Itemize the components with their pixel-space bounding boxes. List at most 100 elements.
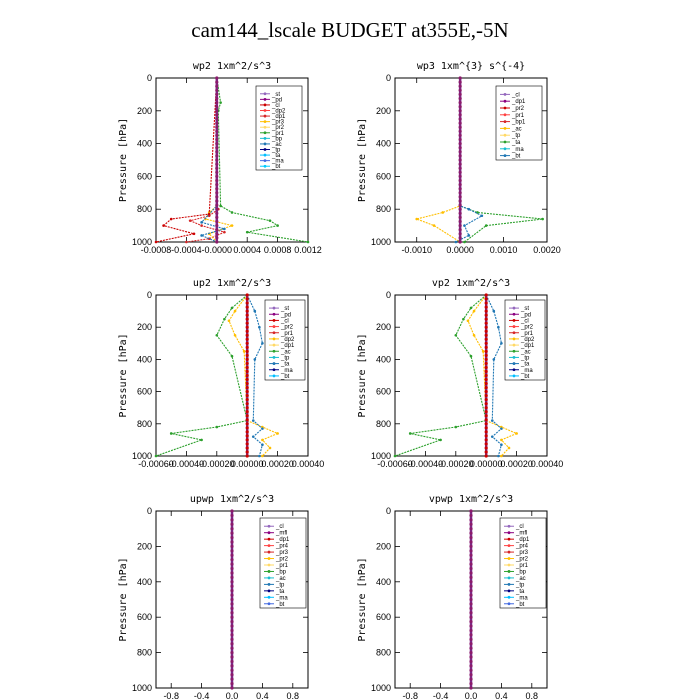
panel-4-point [469,354,473,358]
panel-1-point [207,212,211,216]
panel-2-zero-marker [458,150,462,154]
panel-3-zero-marker [245,422,249,426]
panel-1-xtick-label: 0.0008 [264,245,292,255]
panel-2-zero-marker [458,88,462,92]
panel-6-zero-marker [469,535,473,540]
panel-2-ytick-label: 1000 [371,237,391,247]
panel-2-zero-marker [458,105,462,109]
panel-4-xtick-label: 0.00020 [500,459,533,469]
panel-3-zero-marker [245,414,249,418]
panel-6-legend-label: _pr3 [515,550,529,556]
panel-3-zero-marker [245,349,249,353]
panel-4-legend-marker [512,356,516,359]
panel-6-ytick-label: 0 [386,506,391,516]
panel-4-point [500,427,503,430]
panel-3-point [215,333,219,337]
panel-2-title: wp3 1xm^{3} s^{-4} [417,61,525,72]
panel-6-legend-label: _dp1 [515,537,530,543]
panel-1-xtick-label: -0.0000 [202,245,233,255]
panel-1-legend-label: _ac [271,142,282,148]
panel-2-point [484,224,488,227]
panel-4-zero-marker [484,390,488,394]
panel-5-title: upwp 1xm^2/s^3 [190,494,274,505]
panel-5-zero-marker [230,544,234,549]
panel-6-zero-marker [469,602,473,606]
panel-1-xtick-label: 0.0004 [233,245,261,255]
panel-4-point [469,306,473,310]
panel-1-point [154,240,158,244]
panel-4-legend-marker [512,325,516,328]
panel-4-ytick-label: 0 [386,290,391,300]
panel-5-ylabel: Pressure [hPa] [118,557,129,641]
panel-6-zero-marker [469,518,473,522]
panel-4-zero-marker [484,454,488,458]
panel-1-point [192,232,196,236]
panel-1-point [200,224,203,227]
panel-6-legend-marker [507,589,511,593]
panel-1-zero-marker [215,96,219,101]
panel-1-zero-marker [215,228,219,232]
panel-2-zero-marker [458,232,462,236]
panel-1-point [169,217,173,221]
panel-6-zero-marker [469,558,473,562]
panel-6-zero-marker [469,549,473,553]
panel-2-legend-label: _cl [511,92,520,98]
panel-3-point [227,319,231,323]
panel-3-zero-marker [245,321,249,325]
panel-2-xtick-label: 0.0010 [490,245,518,255]
panel-3-zero-marker [245,333,249,337]
panel-4-legend-marker [512,319,516,322]
panel-3-zero-marker [245,430,249,434]
panel-2-legend-label: _pr1 [511,113,525,119]
panel-1-legend-label: _pr1 [271,131,285,137]
panel-1-xtick-label: 0.0012 [294,245,322,255]
panel-2-legend-marker [503,93,507,96]
panel-2-zero-marker [458,125,462,129]
panel-6-zero-marker [469,527,473,531]
panel-3-point [261,454,264,458]
panel-6-xtick-label: -0.8 [402,691,418,700]
panel-2-legend-label: _pr2 [511,106,525,112]
panel-3-zero-marker [245,394,249,398]
panel-1-zero-marker [215,219,219,224]
panel-3-legend-label: _ac [280,349,291,355]
panel-6-legend-label: _ac [515,576,526,582]
panel-1-point [230,211,234,214]
panel-3-zero-marker [245,361,249,366]
panel-4-point [490,419,494,422]
panel-3-legend-marker [272,362,276,365]
panel-1-point [268,219,272,222]
panel-4-point [500,342,503,345]
panel-6-zero-marker [469,606,473,610]
panel-4-title: vp2 1xm^2/s^3 [432,278,510,289]
panel-3-point [230,306,234,310]
panel-5-legend-label: _dp1 [275,537,290,543]
panel-2-zero-marker [458,236,462,240]
panel-3-legend-marker [272,374,276,378]
panel-1-zero-marker [215,158,219,162]
panel-1-legend-label: _cl [271,103,280,109]
panel-5-xtick-label: 0.4 [256,691,269,700]
panel-3-xtick-label: -0.00040 [169,459,205,469]
panel-6-legend-label: _pr2 [515,557,529,563]
panel-4-zero-marker [484,426,488,430]
panel-4-zero-marker [484,398,488,402]
panel-5-zero-marker [230,615,234,619]
panel-3-zero-marker [245,406,249,410]
panel-3-point [251,419,255,422]
panel-6-legend-marker [507,550,511,554]
panel-2-zero-marker [458,219,462,224]
panel-2-zero-marker [458,109,462,113]
panel-3-zero-marker [245,390,249,394]
panel-3-zero-marker [245,410,249,414]
panel-2-legend-marker [503,140,507,144]
panel-3-legend-label: _ta [280,362,290,368]
panel-1-zero-marker [215,224,219,228]
panel-3-ytick-label: 1000 [132,451,152,461]
panel-1-zero-marker [215,166,219,170]
panel-2-point [541,217,544,221]
panel-5-zero-marker [230,562,234,566]
panel-5-legend-label: _bt [275,602,285,608]
panel-6-zero-marker [469,580,473,584]
panel-3-zero-marker [245,442,249,446]
